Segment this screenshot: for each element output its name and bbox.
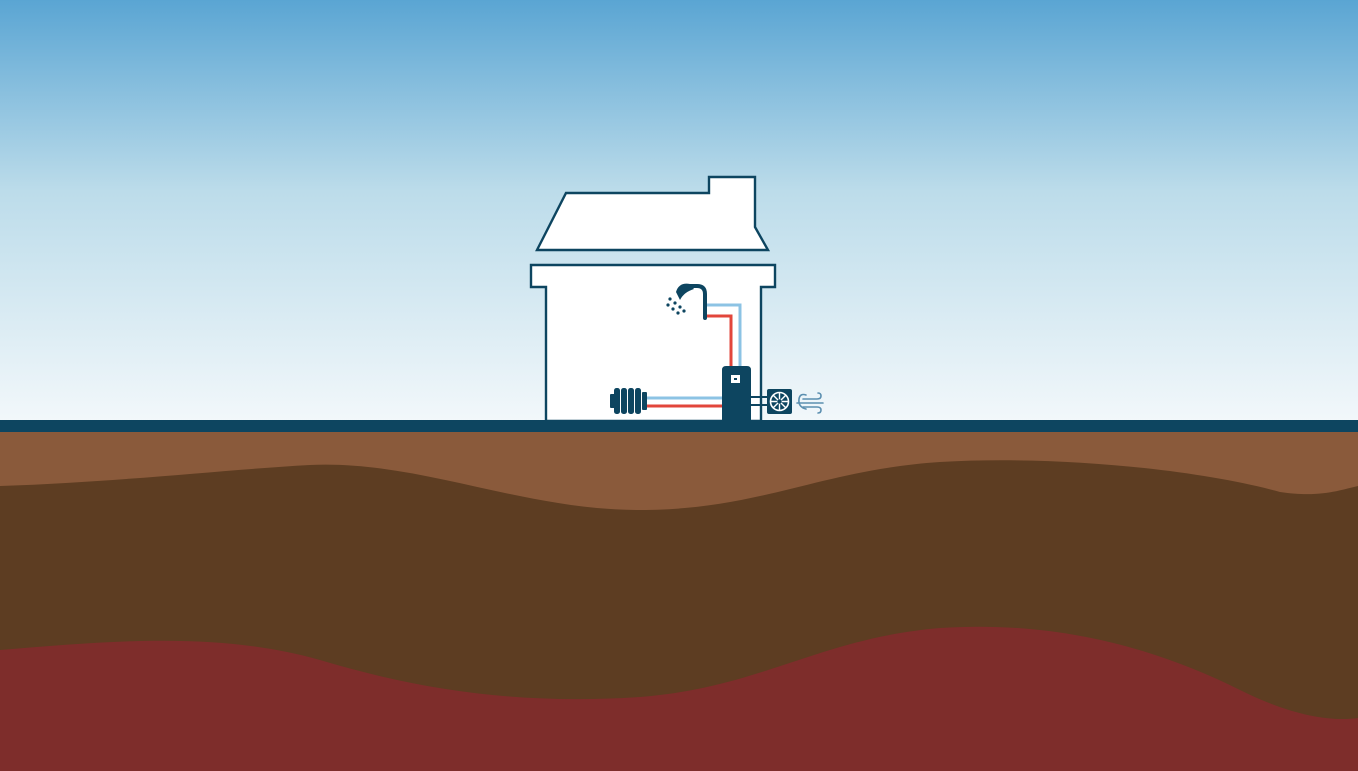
house-roof: [535, 175, 771, 252]
fan-icon: [767, 389, 792, 414]
cold-pipe-shower: [705, 303, 742, 370]
radiator-icon: [610, 388, 647, 414]
shower-icon: [666, 283, 707, 320]
ground-line: [0, 420, 1358, 432]
hot-water-cylinder-icon: [722, 366, 751, 420]
wind-icon: [796, 392, 824, 414]
hot-pipe-shower: [705, 314, 733, 370]
outdoor-connector: [751, 396, 767, 406]
soil-bottom-layer: [0, 626, 1358, 771]
